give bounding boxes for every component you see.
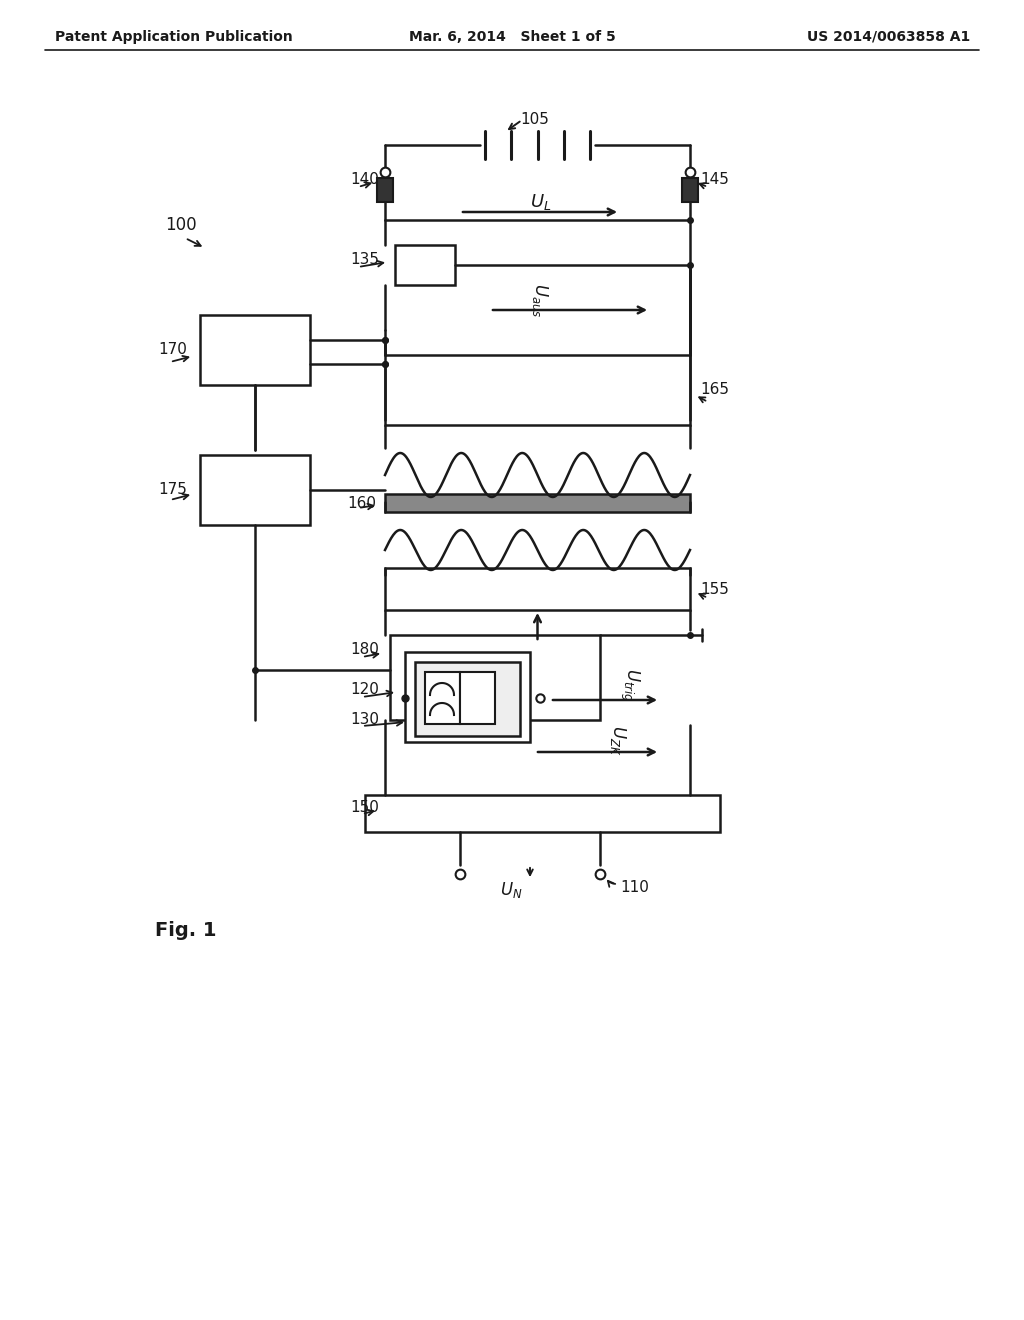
Text: Patent Application Publication: Patent Application Publication (55, 30, 293, 44)
Text: 170: 170 (158, 342, 186, 358)
Text: 110: 110 (620, 880, 649, 895)
Text: Fig. 1: Fig. 1 (155, 920, 216, 940)
Text: 135: 135 (350, 252, 379, 268)
Text: 140: 140 (350, 173, 379, 187)
Text: 180: 180 (350, 643, 379, 657)
Text: $U_N$: $U_N$ (500, 880, 522, 900)
Text: $U_{trig}$: $U_{trig}$ (618, 668, 641, 702)
Bar (200, 315, 310, 385)
Bar (415, 663, 520, 737)
Bar (425, 672, 460, 723)
Text: $U_L$: $U_L$ (530, 191, 552, 213)
Bar (365, 795, 720, 832)
Text: 175: 175 (158, 483, 186, 498)
Text: 120: 120 (350, 682, 379, 697)
Bar (385, 494, 690, 512)
Bar (377, 178, 393, 202)
Bar (385, 355, 690, 425)
Bar (385, 568, 690, 610)
Bar (682, 178, 698, 202)
Bar (406, 652, 530, 742)
Text: Mar. 6, 2014   Sheet 1 of 5: Mar. 6, 2014 Sheet 1 of 5 (409, 30, 615, 44)
Bar (200, 455, 310, 525)
Text: 165: 165 (700, 383, 729, 397)
Text: 105: 105 (520, 112, 549, 128)
Text: 150: 150 (350, 800, 379, 816)
Bar (460, 672, 495, 723)
Bar (395, 246, 455, 285)
Text: 100: 100 (165, 216, 197, 234)
Bar (390, 635, 600, 719)
Text: US 2014/0063858 A1: US 2014/0063858 A1 (807, 30, 970, 44)
Text: 155: 155 (700, 582, 729, 597)
Text: $U_{ZK}$: $U_{ZK}$ (608, 725, 628, 755)
Text: 130: 130 (350, 713, 379, 727)
Text: $U_{aus}$: $U_{aus}$ (530, 282, 550, 317)
Text: 160: 160 (347, 495, 376, 511)
Text: 145: 145 (700, 173, 729, 187)
